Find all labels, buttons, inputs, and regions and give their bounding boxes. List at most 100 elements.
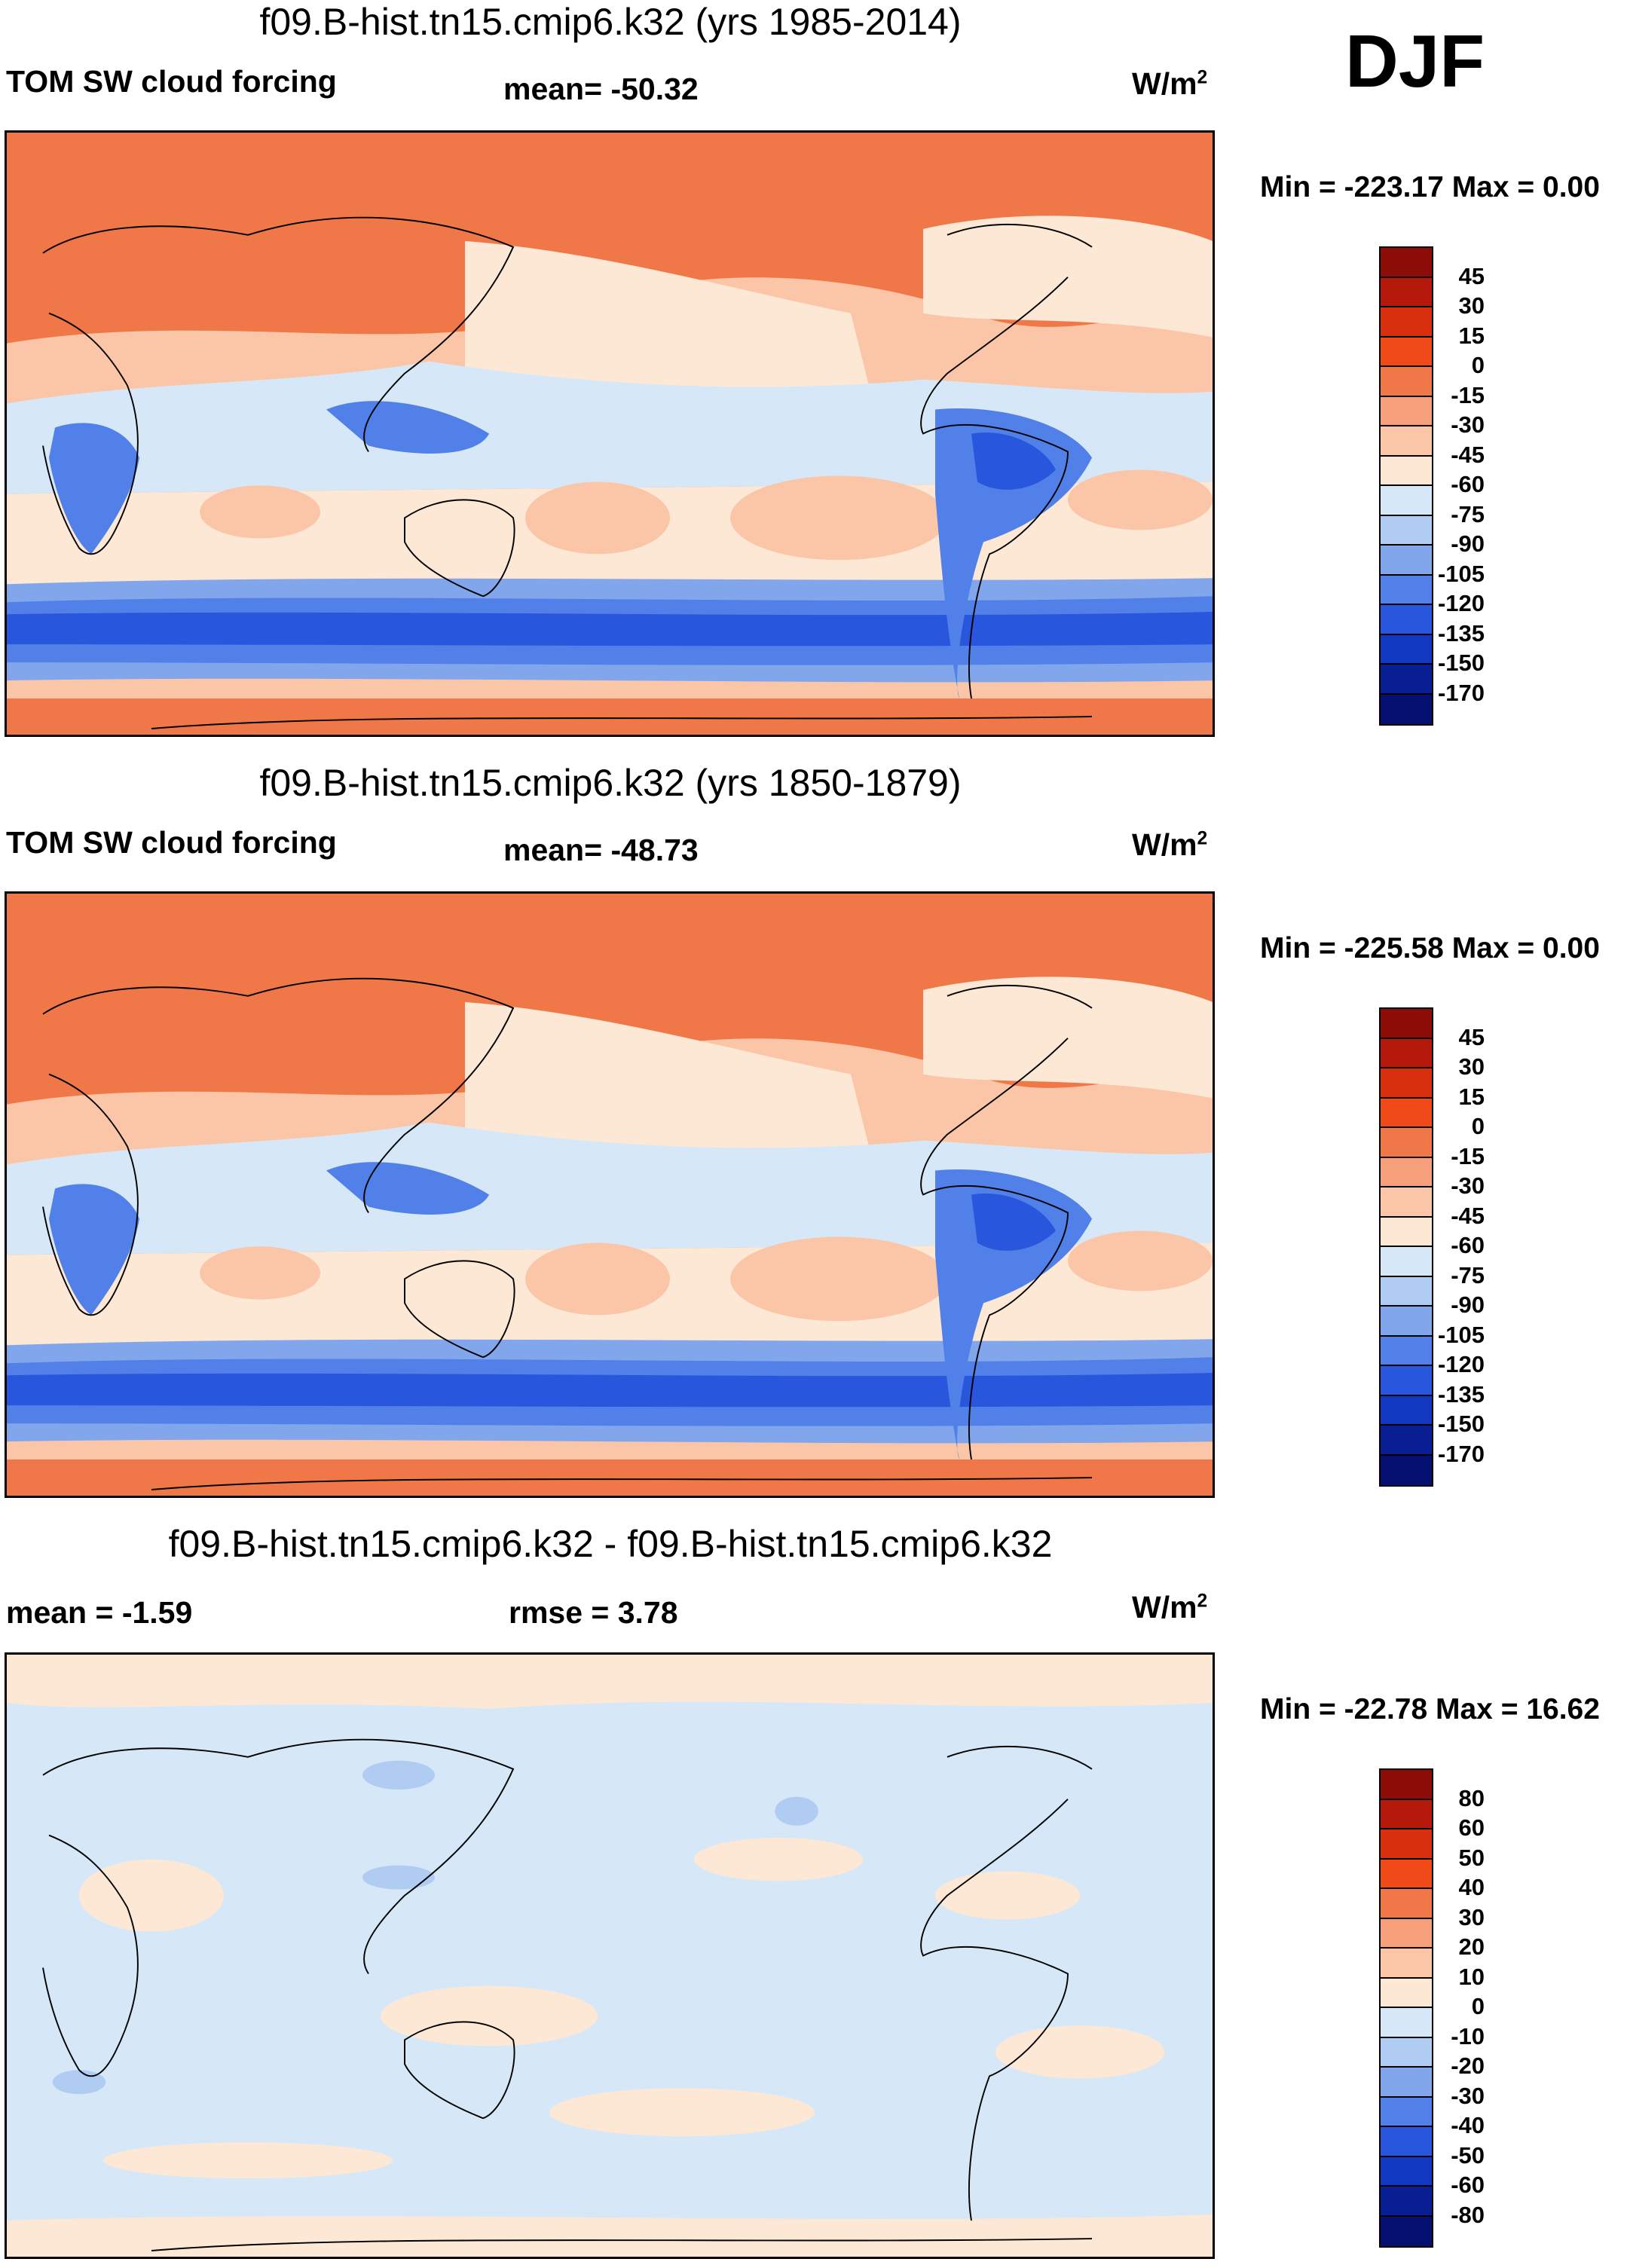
colorbar-swatch bbox=[1381, 337, 1432, 367]
colorbar-swatch bbox=[1381, 1276, 1432, 1307]
panel-1-units: W/m2 bbox=[1132, 66, 1208, 101]
colorbar-tick-label: -30 bbox=[1451, 2082, 1485, 2109]
colorbar-tick-label: -105 bbox=[1437, 1321, 1485, 1348]
colorbar-tick-label: 15 bbox=[1458, 322, 1485, 349]
colorbar-swatch bbox=[1381, 1336, 1432, 1366]
colorbar-swatch bbox=[1381, 1157, 1432, 1187]
colorbar-tick-label: -90 bbox=[1451, 530, 1485, 557]
colorbar-tick-label: -60 bbox=[1451, 471, 1485, 497]
colorbar-tick-label: -10 bbox=[1451, 2022, 1485, 2049]
colorbar-swatch bbox=[1381, 2127, 1432, 2157]
colorbar-swatch bbox=[1381, 665, 1432, 695]
colorbar-tick-label: 40 bbox=[1458, 1874, 1485, 1900]
colorbar-swatch bbox=[1381, 2097, 1432, 2127]
colorbar-tick-label: -30 bbox=[1451, 411, 1485, 438]
colorbar-swatch bbox=[1381, 1068, 1432, 1099]
colorbar-tick-label: -60 bbox=[1451, 2172, 1485, 2198]
colorbar-swatch bbox=[1381, 307, 1432, 338]
colorbar-tick-label: -105 bbox=[1437, 560, 1485, 587]
colorbar-swatch bbox=[1381, 1859, 1432, 1889]
panel-3-map bbox=[5, 1652, 1215, 2259]
colorbar-swatch bbox=[1381, 2008, 1432, 2038]
colorbar-tick-label: 0 bbox=[1471, 1113, 1485, 1139]
panel-3-contour-field bbox=[7, 1655, 1213, 2257]
colorbar-swatch bbox=[1381, 1770, 1432, 1800]
colorbar-swatch bbox=[1381, 694, 1432, 724]
panel-1-minmax: Min = -223.17 Max = 0.00 bbox=[1260, 171, 1600, 203]
colorbar-tick-label: -20 bbox=[1451, 2053, 1485, 2079]
colorbar-swatch bbox=[1381, 605, 1432, 635]
colorbar-swatch bbox=[1381, 426, 1432, 457]
colorbar-tick-label: -135 bbox=[1437, 619, 1485, 646]
colorbar-tick-label: -40 bbox=[1451, 2112, 1485, 2138]
colorbar-swatch bbox=[1381, 1395, 1432, 1426]
colorbar-tick-label: -120 bbox=[1437, 590, 1485, 616]
colorbar-tick-label: -15 bbox=[1451, 1142, 1485, 1169]
panel-2-colorbar bbox=[1379, 1007, 1433, 1487]
colorbar-swatch bbox=[1381, 1217, 1432, 1247]
colorbar-tick-label: 30 bbox=[1458, 1903, 1485, 1930]
colorbar-swatch bbox=[1381, 367, 1432, 397]
colorbar-swatch bbox=[1381, 1009, 1432, 1039]
panel-2-minmax: Min = -225.58 Max = 0.00 bbox=[1260, 932, 1600, 964]
colorbar-tick-label: -60 bbox=[1451, 1232, 1485, 1258]
panel-3-units: W/m2 bbox=[1132, 1590, 1208, 1625]
panel-1-mean: mean= -50.32 bbox=[503, 72, 699, 106]
colorbar-tick-label: -45 bbox=[1451, 441, 1485, 468]
colorbar-tick-label: -120 bbox=[1437, 1351, 1485, 1377]
colorbar-swatch bbox=[1381, 2216, 1432, 2246]
colorbar-tick-label: 10 bbox=[1458, 1963, 1485, 1990]
colorbar-tick-label: 20 bbox=[1458, 1933, 1485, 1960]
colorbar-tick-label: -135 bbox=[1437, 1380, 1485, 1408]
colorbar-tick-label: 50 bbox=[1458, 1844, 1485, 1871]
panel-2-map bbox=[5, 891, 1215, 1498]
colorbar-swatch bbox=[1381, 515, 1432, 546]
colorbar-tick-label: -170 bbox=[1437, 679, 1485, 706]
panel-2-units: W/m2 bbox=[1132, 827, 1208, 862]
colorbar-swatch bbox=[1381, 486, 1432, 516]
colorbar-tick-label: -80 bbox=[1451, 2201, 1485, 2228]
colorbar-tick-label: -90 bbox=[1451, 1291, 1485, 1318]
colorbar-tick-label: 80 bbox=[1458, 1784, 1485, 1811]
colorbar-swatch bbox=[1381, 1098, 1432, 1128]
colorbar-swatch bbox=[1381, 1366, 1432, 1396]
colorbar-swatch bbox=[1381, 396, 1432, 426]
colorbar-swatch bbox=[1381, 2187, 1432, 2217]
panel-1-variable: TOM SW cloud forcing bbox=[6, 64, 337, 99]
colorbar-tick-label: -75 bbox=[1451, 500, 1485, 527]
panel-2-mean: mean= -48.73 bbox=[503, 833, 699, 867]
colorbar-tick-label: -150 bbox=[1437, 1411, 1485, 1437]
colorbar-tick-label: 45 bbox=[1458, 1023, 1485, 1050]
panel-3-minmax: Min = -22.78 Max = 16.62 bbox=[1260, 1693, 1600, 1725]
colorbar-swatch bbox=[1381, 1247, 1432, 1277]
colorbar-tick-label: -30 bbox=[1451, 1172, 1485, 1199]
panel-3-rmse: rmse = 3.78 bbox=[509, 1595, 678, 1630]
panel-2-variable: TOM SW cloud forcing bbox=[6, 825, 337, 860]
colorbar-tick-label: 45 bbox=[1458, 262, 1485, 289]
colorbar-swatch bbox=[1381, 1128, 1432, 1158]
colorbar-swatch bbox=[1381, 1038, 1432, 1068]
colorbar-tick-label: -45 bbox=[1451, 1202, 1485, 1229]
colorbar-swatch bbox=[1381, 1426, 1432, 1456]
colorbar-swatch bbox=[1381, 1918, 1432, 1949]
colorbar-tick-label: -50 bbox=[1451, 2141, 1485, 2169]
colorbar-swatch bbox=[1381, 2068, 1432, 2098]
colorbar-swatch bbox=[1381, 248, 1432, 278]
colorbar-swatch bbox=[1381, 575, 1432, 605]
colorbar-swatch bbox=[1381, 456, 1432, 486]
colorbar-tick-label: 60 bbox=[1458, 1814, 1485, 1841]
colorbar-swatch bbox=[1381, 2156, 1432, 2187]
colorbar-swatch bbox=[1381, 2037, 1432, 2068]
panel-3-title: f09.B-hist.tn15.cmip6.k32 - f09.B-hist.t… bbox=[168, 1523, 1053, 1565]
colorbar-swatch bbox=[1381, 1949, 1432, 1979]
colorbar-swatch bbox=[1381, 1889, 1432, 1919]
colorbar-swatch bbox=[1381, 1455, 1432, 1485]
colorbar-tick-label: -170 bbox=[1437, 1440, 1485, 1467]
colorbar-tick-label: 15 bbox=[1458, 1083, 1485, 1110]
colorbar-swatch bbox=[1381, 634, 1432, 665]
colorbar-tick-label: 30 bbox=[1458, 292, 1485, 319]
panel-2-title: f09.B-hist.tn15.cmip6.k32 (yrs 1850-1879… bbox=[259, 762, 962, 804]
colorbar-swatch bbox=[1381, 1978, 1432, 2008]
colorbar-tick-label: 0 bbox=[1471, 1993, 1485, 2019]
panel-1-contour-field bbox=[7, 133, 1213, 735]
